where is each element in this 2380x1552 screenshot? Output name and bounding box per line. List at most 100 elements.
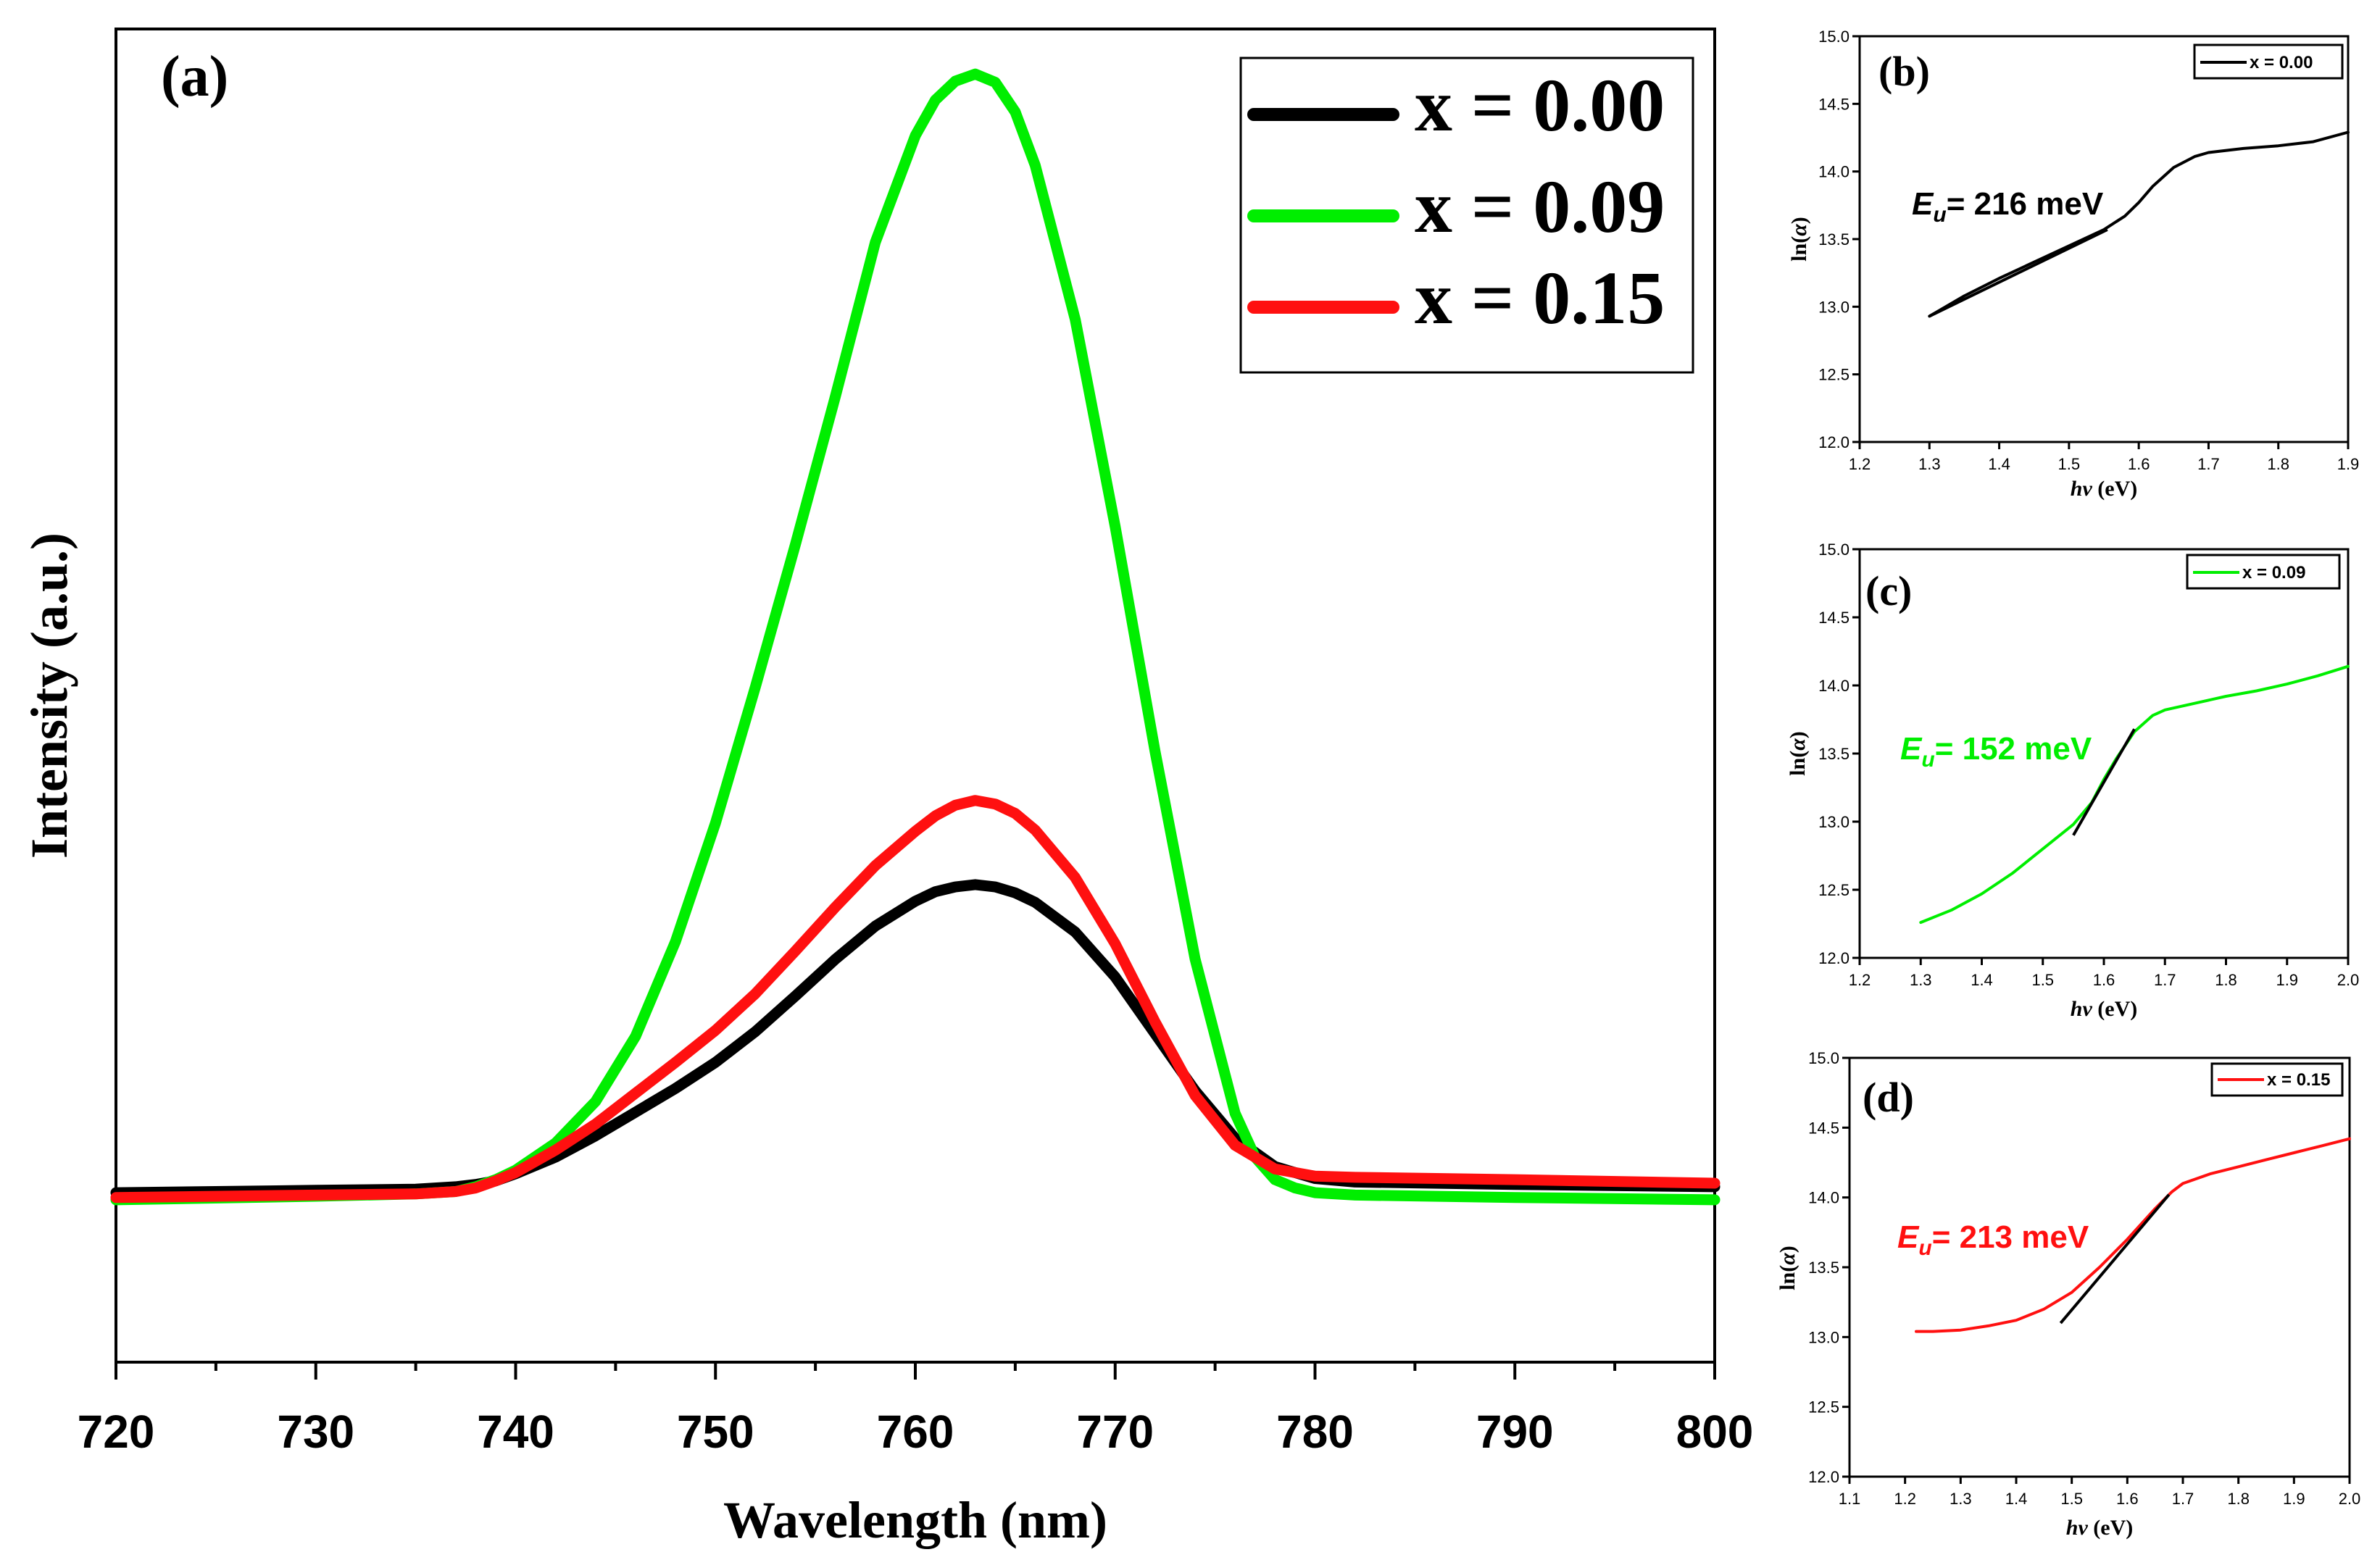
panel-c-x-tick-label: 1.3 [1910,971,1932,989]
panel-b-data-line [1928,130,2350,318]
panel-b-y-tick-label: 13.5 [1818,230,1850,249]
panel-d-y-tick-label: 12.5 [1808,1398,1839,1417]
panel-a-x-tick-label: 750 [677,1406,754,1458]
panel-d-y-axis-fn: ln( [1776,1265,1799,1290]
panel-b-y-axis-title: ln(α) [1787,217,1811,262]
panel-c-axes: 1.2 1.3 1.4 1.5 1.6 1.7 1.8 1.9 2.0 12.0 12.5 13.0 1… [1818,541,2359,989]
panel-c-legend: x = 0.09 [2186,554,2341,590]
panel-c-x-tick-label: 1.8 [2215,971,2237,989]
panel-b-x-tick-label: 1.6 [2128,455,2150,473]
panel-b-annotation-subscript: u [1933,203,1946,227]
panel-a-photoluminescence: 720 730 740 750 760 770 780 790 800 (a) Waveleng… [20,28,1754,1549]
panel-c-annotation-symbol: E [1900,731,1923,767]
panel-a-x-tick-label: 780 [1276,1406,1354,1458]
panel-c-y-axis-title: ln(α) [1786,731,1810,776]
panel-a-label: (a) [161,45,228,109]
panel-c-annotation-text: Eu= 152 meV [1900,731,2092,772]
panel-b-legend-label: x = 0.00 [2250,53,2313,72]
panel-d-annotation-symbol: E [1897,1219,1920,1255]
panel-a-legend-box [1239,57,1694,374]
panel-c-y-axis-fn: ln( [1786,751,1810,776]
panel-d-urbach-plot: 1.1 1.2 1.3 1.4 1.5 1.6 1.7 1.8 1.9 2.0 12.0 12.5 13… [1776,1049,2360,1540]
panel-c-x-axis-title: hv (eV) [2071,997,2137,1021]
panel-c-y-tick-label: 12.0 [1818,949,1850,967]
panel-d-y-axis-close: ) [1776,1246,1799,1253]
panel-d-label: (d) [1863,1074,1914,1121]
panel-a-x-tick-label: 730 [277,1406,354,1458]
panel-c-y-tick-label: 15.0 [1818,541,1850,559]
panel-a-y-axis-title: Intensity (a.u.) [20,533,78,859]
panel-d-x-tick-label: 1.5 [2060,1490,2083,1508]
panel-c-legend-box [2186,554,2341,590]
panel-a-x-tick-label: 760 [877,1406,954,1458]
panel-c-x-tick-label: 1.4 [1971,971,1993,989]
panel-a-legend: x = 0.00 x = 0.09x = 0.15 [1239,57,1694,374]
panel-a-legend-label: x = 0.15 [1415,256,1665,340]
panel-d-y-tick-label: 13.5 [1808,1259,1839,1277]
panel-b-x-tick-label: 1.8 [2267,455,2289,473]
panel-d-y-tick-label: 13.0 [1808,1328,1839,1346]
panel-b-y-tick-label: 14.5 [1818,95,1850,113]
panel-b-y-tick-label: 15.0 [1818,28,1850,46]
panel-c-y-tick-label: 12.5 [1818,881,1850,899]
panel-b-axes: 1.2 1.3 1.4 1.5 1.6 1.7 1.8 1.9 12.0 12.5 13.0 13.5… [1818,28,2359,473]
panel-a-x-tick-label: 800 [1676,1406,1754,1458]
panel-d-curves [1915,1137,2351,1333]
panel-b-y-tick-label: 12.0 [1818,433,1850,451]
panel-c-x-tick-label: 1.9 [2276,971,2298,989]
panel-b-x-tick-label: 1.7 [2197,455,2220,473]
panel-b-x-tick-label: 1.3 [1918,455,1941,473]
panel-a-x-axis: 720 730 740 750 760 770 780 790 800 [78,1362,1754,1458]
panel-d-x-tick-label: 1.8 [2227,1490,2250,1508]
panel-b-x-axis-unit: (eV) [2092,477,2137,501]
panel-c-annotation-subscript: u [1921,748,1934,772]
panel-b-x-tick-label: 1.9 [2337,455,2360,473]
panel-d-y-tick-label: 15.0 [1808,1049,1839,1067]
panel-d-annotation-value: = 213 meV [1932,1219,2089,1255]
panel-c-x-tick-label: 1.7 [2154,971,2176,989]
panel-c-label: (c) [1865,567,1912,614]
panel-b-legend-box [2193,43,2344,80]
panel-d-annotation: Eu= 213 meV [1897,1219,2089,1260]
panel-d-y-tick-label: 12.0 [1808,1468,1839,1486]
panel-b-x-tick-label: 1.2 [1849,455,1871,473]
panel-d-y-tick-label: 14.5 [1808,1119,1839,1137]
panel-c-curves [1919,664,2350,925]
panel-d-x-axis-symbol: hv [2066,1516,2089,1540]
panel-c-y-axis-close: ) [1786,731,1810,738]
panel-d-x-tick-label: 2.0 [2339,1490,2361,1508]
panel-a-x-tick-label: 720 [78,1406,155,1458]
panel-d-x-tick-label: 1.7 [2172,1490,2194,1508]
panel-d-legend-box [2210,1062,2344,1097]
panel-d-annotation-text: Eu= 213 meV [1897,1219,2089,1260]
panel-c-x-tick-label: 2.0 [2337,971,2360,989]
panel-a-x-tick-label: 770 [1076,1406,1154,1458]
panel-b-annotation-text: Eu= 216 meV [1912,186,2104,227]
panel-d-x-axis-title: hv (eV) [2066,1516,2133,1540]
panel-c-x-tick-label: 1.2 [1849,971,1871,989]
series-line-x-0-00 [110,879,1720,1198]
panel-c-fit-line [2072,728,2136,836]
panel-c-urbach-plot: 1.2 1.3 1.4 1.5 1.6 1.7 1.8 1.9 2.0 12.0 12.5 13.0 1… [1786,541,2359,1021]
panel-d-y-tick-label: 14.0 [1808,1189,1839,1207]
panel-c-y-tick-label: 13.5 [1818,745,1850,763]
panel-b-x-axis-symbol: hv [2071,477,2093,501]
panel-c-x-tick-label: 1.5 [2031,971,2054,989]
panel-c-x-axis-symbol: hv [2071,997,2093,1021]
panel-a-x-tick-label: 740 [477,1406,554,1458]
panel-d-y-axis-symbol: α [1776,1253,1799,1265]
panel-c-data-line [1919,664,2350,925]
panel-c-x-tick-label: 1.6 [2093,971,2115,989]
panel-d-annotation-subscript: u [1918,1236,1931,1260]
panel-b-y-tick-label: 14.0 [1818,163,1850,181]
panel-c-x-axis-unit: (eV) [2092,997,2137,1021]
panel-d-x-axis-unit: (eV) [2088,1516,2133,1540]
panel-b-x-axis-title: hv (eV) [2071,477,2137,501]
panel-c-y-tick-label: 14.5 [1818,609,1850,627]
panel-d-x-tick-label: 1.6 [2116,1490,2139,1508]
panel-a-legend-label: x = 0.00 [1415,64,1665,147]
panel-b-fit-line [1928,228,2108,318]
panel-d-legend: x = 0.15 [2210,1062,2344,1097]
panel-b-y-axis-fn: ln( [1787,236,1811,262]
